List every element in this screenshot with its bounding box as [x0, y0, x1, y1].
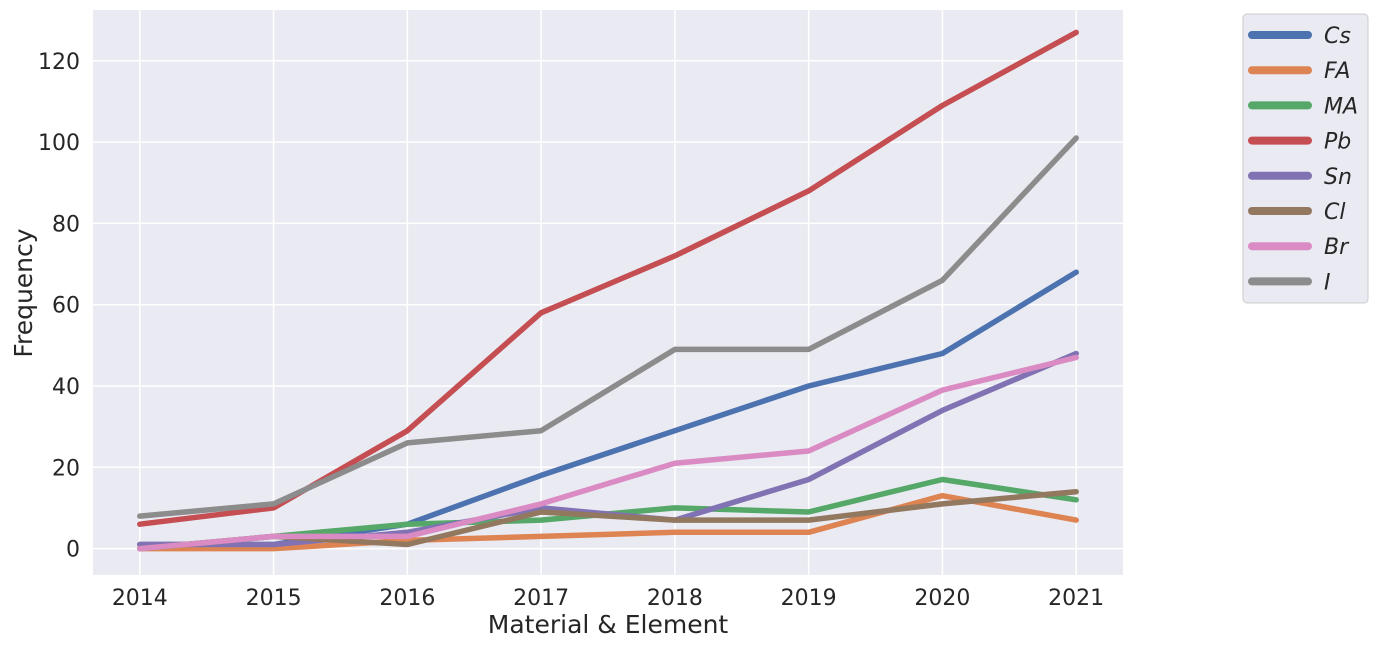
y-tick-label: 0 [66, 538, 80, 563]
legend-box [1242, 13, 1369, 304]
legend-label-pb: Pb [1324, 130, 1351, 155]
legend-label-ma: MA [1324, 94, 1358, 119]
legend: Cs FA MA Pb Sn Cl Br I [1242, 13, 1369, 304]
grid [93, 10, 1123, 575]
y-tick-label: 100 [38, 131, 80, 156]
x-tick-label: 2017 [513, 586, 569, 611]
x-tick-label: 2015 [246, 586, 302, 611]
legend-label-cl: Cl [1324, 200, 1345, 225]
series-lines [137, 29, 1079, 552]
x-tick-label: 2018 [647, 586, 703, 611]
x-tick-label: 2020 [914, 586, 970, 611]
legend-label-br: Br [1324, 235, 1350, 260]
legend-label-cs: Cs [1324, 24, 1351, 49]
x-axis-label: Material & Element [488, 610, 729, 639]
legend-label-fa: FA [1324, 59, 1350, 84]
y-tick-label: 40 [52, 375, 80, 400]
y-tick-label: 20 [52, 456, 80, 481]
y-tick-label: 120 [38, 50, 80, 75]
x-tick-label: 2016 [379, 586, 435, 611]
x-tick-label: 2019 [781, 586, 837, 611]
series-line-br [137, 354, 1079, 552]
series-line-i [137, 135, 1079, 519]
plot-area [93, 10, 1123, 575]
series-line-fa [137, 492, 1079, 552]
axis-ticks: 2014 2015 2016 2017 2018 2019 2020 2021 0 20 40 60 8… [38, 50, 1104, 611]
legend-label-i: I [1324, 270, 1331, 295]
legend-label-sn: Sn [1324, 165, 1352, 190]
y-tick-label: 80 [52, 212, 80, 237]
x-tick-label: 2014 [112, 586, 168, 611]
y-tick-label: 60 [52, 294, 80, 319]
x-tick-label: 2021 [1048, 586, 1104, 611]
y-axis-label: Frequency [9, 228, 38, 357]
